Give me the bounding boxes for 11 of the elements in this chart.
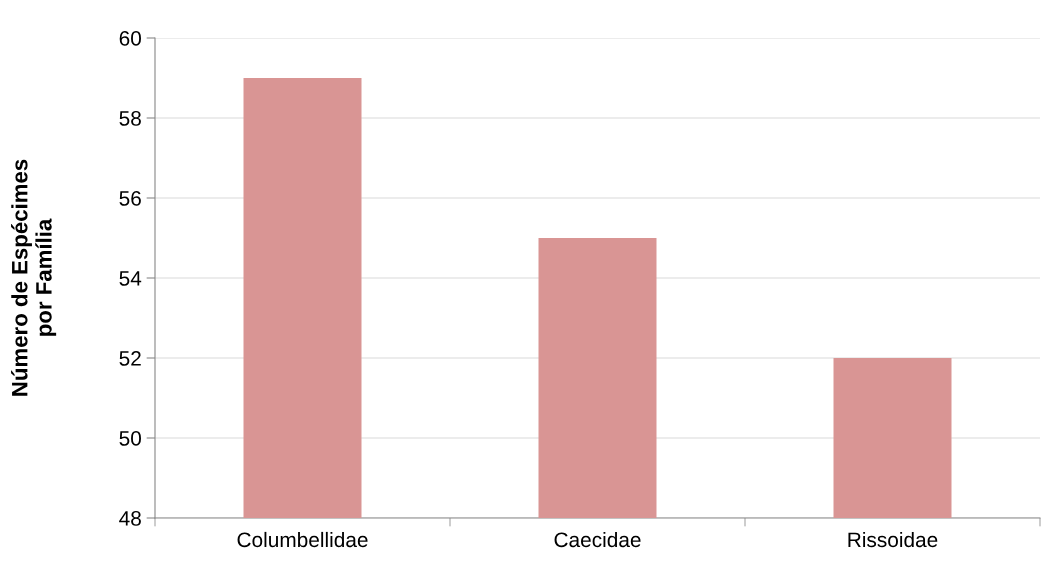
- y-tick-label: 52: [119, 351, 141, 366]
- x-tick-label: Caecidae: [554, 531, 641, 548]
- x-tick-label: Columbellidae: [237, 531, 368, 548]
- y-tick-label: 50: [119, 431, 141, 446]
- y-tick-label: 60: [119, 31, 141, 46]
- y-tick-label: 54: [119, 271, 142, 286]
- x-tick-label: Rissoidae: [848, 531, 938, 548]
- y-tick-label: 56: [119, 191, 141, 206]
- y-tick-label: 48: [119, 511, 141, 526]
- y-tick-label: 58: [119, 111, 141, 126]
- y-axis-title: Número de Espécimes por Família: [11, 159, 57, 396]
